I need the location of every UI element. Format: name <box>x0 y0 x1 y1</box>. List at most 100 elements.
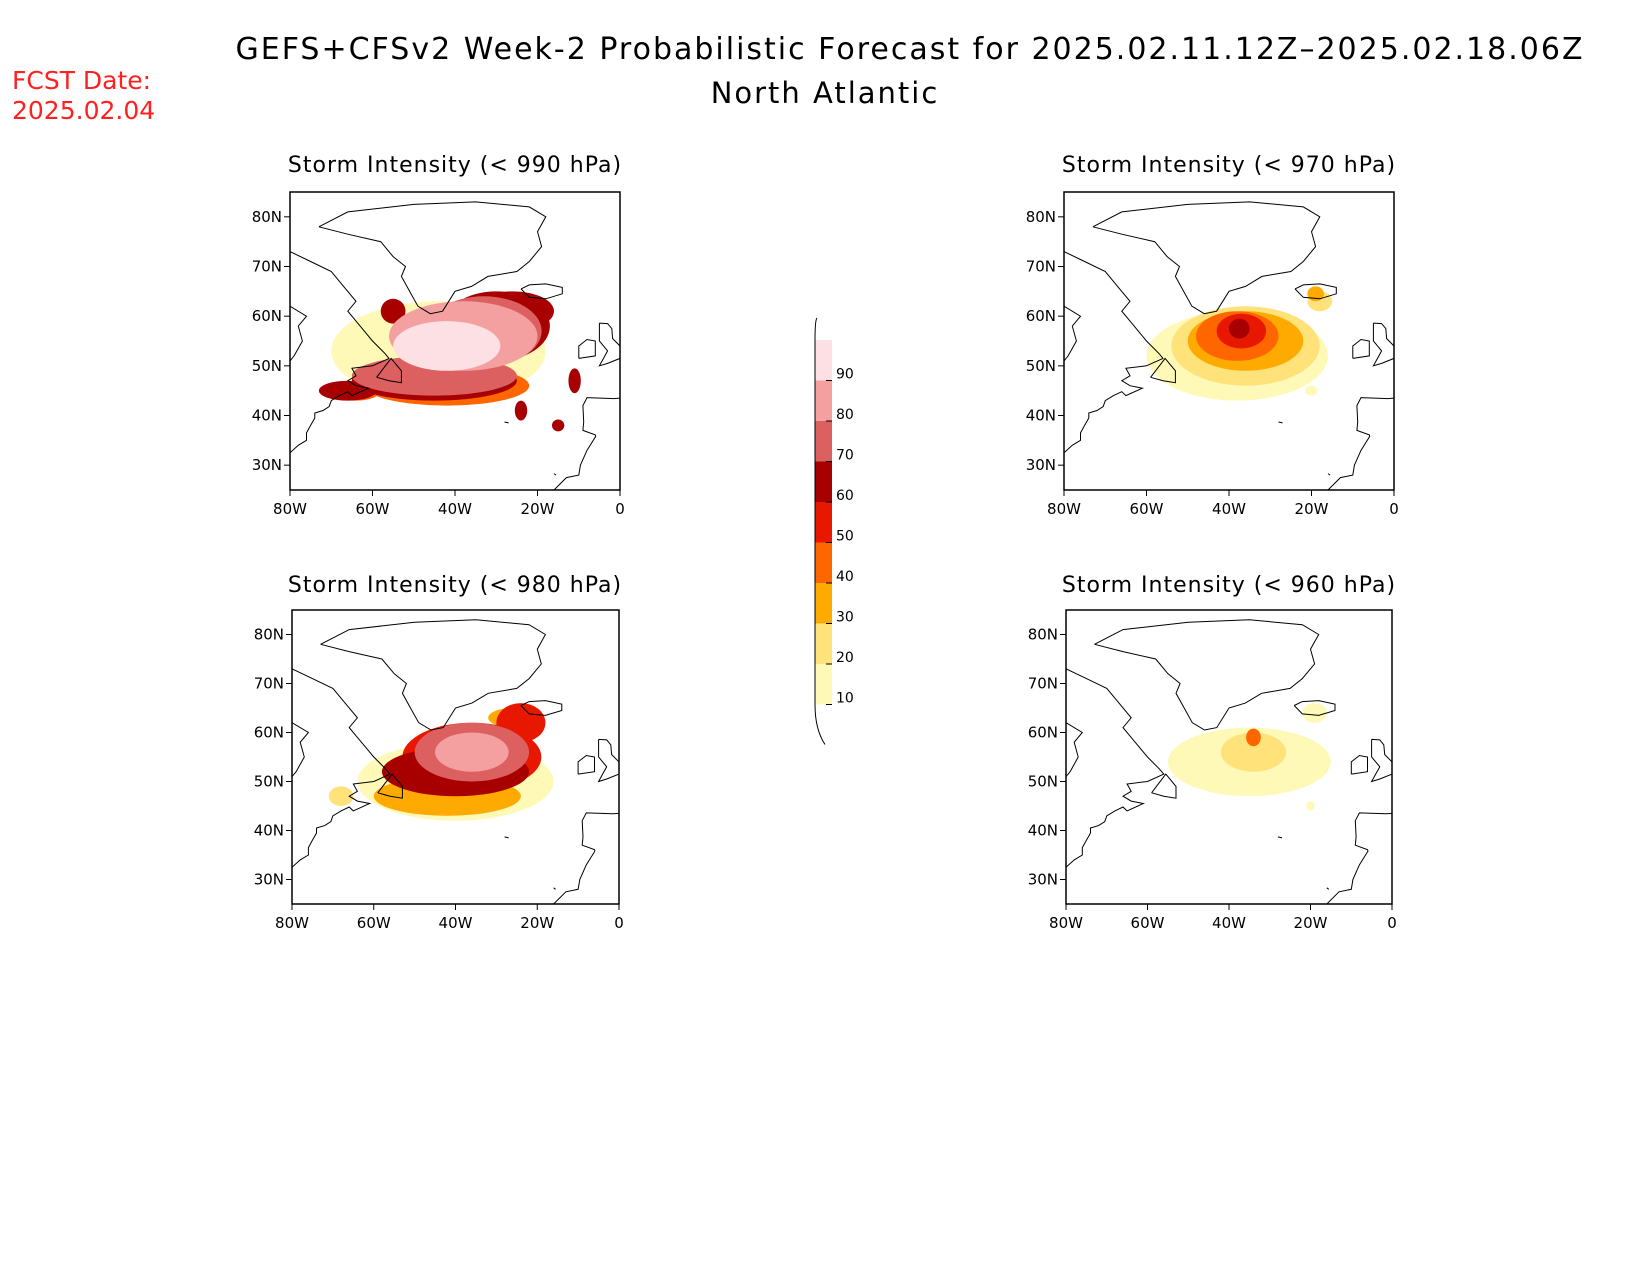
lat-tick-label: 80N <box>1028 626 1058 644</box>
panel-title: Storm Intensity (< 990 hPa) <box>288 153 622 178</box>
colorbar-label: 40 <box>836 569 854 585</box>
colorbar-swatch <box>815 502 832 543</box>
lon-tick-label: 20W <box>1295 500 1329 518</box>
probability-contour <box>1246 728 1261 747</box>
lon-tick-label: 20W <box>521 500 555 518</box>
lat-tick-label: 40N <box>254 822 284 840</box>
page-title: GEFS+CFSv2 Week-2 Probabilistic Forecast… <box>235 32 1585 67</box>
coastline-path <box>597 738 619 783</box>
lon-tick-label: 60W <box>1131 914 1165 932</box>
probability-contour <box>1306 801 1315 811</box>
coastline-path <box>520 700 563 716</box>
map-panel: Storm Intensity (< 980 hPa) 80N 70N 60N 50N 4… <box>254 573 624 932</box>
coastline-path <box>553 397 620 490</box>
coastline-path <box>1293 700 1336 716</box>
colorbar-swatch <box>815 664 832 705</box>
coastline-path <box>1064 305 1082 362</box>
lon-tick-label: 40W <box>1212 914 1246 932</box>
probability-field <box>1167 703 1331 811</box>
coastline-path <box>292 722 310 777</box>
colorbar-label: 10 <box>836 691 854 707</box>
lon-tick-label: 80W <box>273 500 307 518</box>
coastline-path <box>1327 473 1331 476</box>
coastline-path <box>1094 619 1320 731</box>
lat-tick-label: 30N <box>1028 871 1058 889</box>
page-subtitle: North Atlantic <box>710 76 940 110</box>
colorbar-label: 90 <box>836 367 854 383</box>
colorbar-swatch <box>815 583 832 624</box>
forecast-date-value: 2025.02.04 <box>12 96 156 125</box>
lon-tick-label: 80W <box>1047 500 1081 518</box>
colorbar-label: 80 <box>836 407 854 423</box>
lon-tick-label: 0 <box>615 500 625 518</box>
coastline-path <box>1327 397 1394 490</box>
lat-tick-label: 40N <box>252 407 282 425</box>
probability-contour <box>1220 732 1287 772</box>
lon-tick-label: 60W <box>357 914 391 932</box>
coastline-path <box>504 421 509 424</box>
lon-tick-label: 20W <box>520 914 554 932</box>
coastline-path <box>598 322 620 367</box>
lat-tick-label: 50N <box>252 357 282 375</box>
coastline-path <box>504 836 509 839</box>
probability-contour <box>435 732 509 772</box>
coastline-path <box>520 283 563 300</box>
panel-title: Storm Intensity (< 980 hPa) <box>288 573 622 598</box>
lon-tick-label: 0 <box>1387 914 1397 932</box>
probability-contour <box>514 400 528 421</box>
colorbar-swatch <box>815 380 832 421</box>
probability-field <box>318 291 581 432</box>
lat-tick-label: 80N <box>1026 208 1056 226</box>
probability-contour <box>1305 385 1318 396</box>
colorbar-swatch <box>815 340 832 381</box>
colorbar-swatch <box>815 421 832 462</box>
lat-tick-label: 60N <box>1026 307 1056 325</box>
colorbar: 10 20 30 40 50 60 70 80 90 <box>814 317 854 745</box>
coastline-path <box>1350 754 1368 775</box>
lon-tick-label: 60W <box>356 500 390 518</box>
lon-tick-label: 40W <box>438 500 472 518</box>
probability-contour <box>1307 286 1324 302</box>
coastline-path <box>553 812 619 904</box>
lat-tick-label: 40N <box>1028 822 1058 840</box>
lon-tick-label: 20W <box>1294 914 1328 932</box>
colorbar-label: 50 <box>836 529 854 545</box>
probability-contour <box>328 786 354 806</box>
coastline-path <box>1326 812 1392 904</box>
colorbar-label: 70 <box>836 448 854 464</box>
probability-field <box>328 703 554 821</box>
probability-contour <box>318 380 377 401</box>
coastline <box>1066 619 1392 904</box>
coastline-path <box>1278 421 1283 424</box>
lat-tick-label: 60N <box>254 724 284 742</box>
lat-tick-label: 30N <box>254 871 284 889</box>
lat-tick-label: 70N <box>1026 258 1056 276</box>
lon-tick-label: 40W <box>1212 500 1246 518</box>
colorbar-cap-bottom <box>814 704 826 745</box>
lon-tick-label: 60W <box>1130 500 1164 518</box>
coastline <box>290 201 620 490</box>
lat-tick-label: 70N <box>254 675 284 693</box>
coastline-path <box>1370 738 1392 783</box>
coastline-path <box>1066 668 1165 868</box>
coastline-path <box>553 887 556 890</box>
coastline-path <box>553 473 557 476</box>
probability-contour <box>551 419 565 432</box>
panel-title: Storm Intensity (< 970 hPa) <box>1062 153 1396 178</box>
probability-contour <box>568 368 581 394</box>
coastline-path <box>1150 357 1176 384</box>
lon-tick-label: 80W <box>275 914 309 932</box>
lat-tick-label: 50N <box>1028 773 1058 791</box>
coastline-path <box>1092 201 1321 315</box>
lat-tick-label: 50N <box>1026 357 1056 375</box>
coastline-path <box>1064 251 1164 454</box>
coastline-path <box>1372 322 1394 367</box>
lon-tick-label: 40W <box>439 914 473 932</box>
coastline-path <box>578 338 596 359</box>
colorbar-swatch <box>815 623 832 664</box>
lat-tick-label: 30N <box>1026 456 1056 474</box>
coastline-path <box>292 668 391 868</box>
coastline-path <box>577 754 595 775</box>
coastline <box>1064 201 1394 490</box>
map-panel: Storm Intensity (< 970 hPa) 80N 70N 60N 50N 4… <box>1026 153 1399 518</box>
